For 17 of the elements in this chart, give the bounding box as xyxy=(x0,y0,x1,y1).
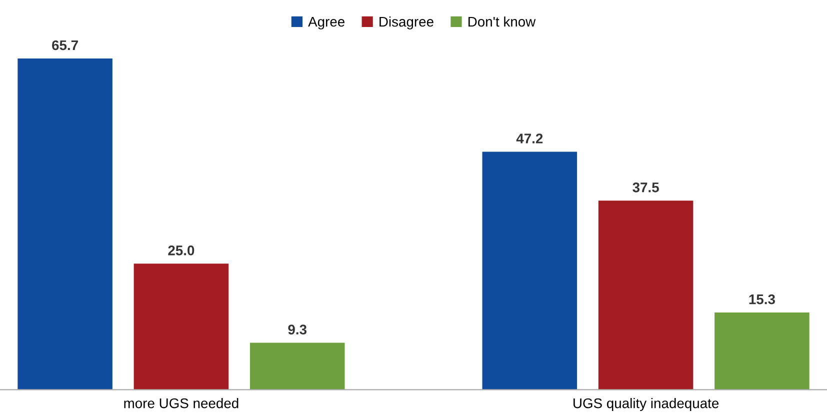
bar xyxy=(714,312,810,390)
data-label: 9.3 xyxy=(288,324,306,335)
data-label: 47.2 xyxy=(516,134,543,144)
x-tick-label: more UGS needed xyxy=(124,398,238,408)
legend-label: Agree xyxy=(308,16,344,30)
data-label: 65.7 xyxy=(52,40,78,50)
data-label: 15.3 xyxy=(749,294,775,304)
bar xyxy=(482,152,578,390)
x-tick-label: UGS quality inadequate xyxy=(574,398,719,411)
bar xyxy=(18,58,112,390)
legend-label: Don't know xyxy=(468,16,536,27)
bar xyxy=(250,342,345,390)
data-label: 25.0 xyxy=(168,246,194,256)
legend-label: Disagree xyxy=(380,16,434,30)
bar xyxy=(598,200,694,390)
bar xyxy=(134,264,229,390)
data-label: 37.5 xyxy=(632,182,659,192)
